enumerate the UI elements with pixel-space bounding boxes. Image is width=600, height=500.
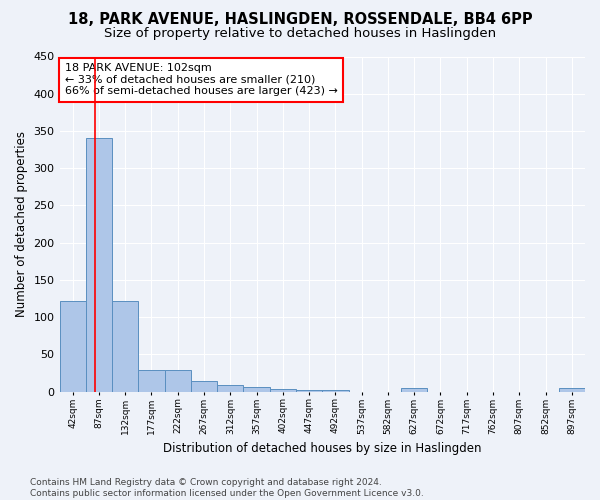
Text: Contains HM Land Registry data © Crown copyright and database right 2024.
Contai: Contains HM Land Registry data © Crown c…: [30, 478, 424, 498]
Bar: [296, 390, 322, 392]
Bar: [217, 385, 244, 392]
Bar: [559, 388, 585, 392]
Bar: [112, 301, 139, 392]
Y-axis label: Number of detached properties: Number of detached properties: [15, 131, 28, 317]
Bar: [191, 380, 217, 392]
Bar: [86, 138, 112, 392]
Bar: [59, 301, 86, 392]
Bar: [322, 390, 349, 392]
Text: 18, PARK AVENUE, HASLINGDEN, ROSSENDALE, BB4 6PP: 18, PARK AVENUE, HASLINGDEN, ROSSENDALE,…: [68, 12, 532, 28]
X-axis label: Distribution of detached houses by size in Haslingden: Distribution of detached houses by size …: [163, 442, 482, 455]
Bar: [401, 388, 427, 392]
Bar: [244, 388, 270, 392]
Bar: [270, 389, 296, 392]
Text: 18 PARK AVENUE: 102sqm
← 33% of detached houses are smaller (210)
66% of semi-de: 18 PARK AVENUE: 102sqm ← 33% of detached…: [65, 63, 338, 96]
Text: Size of property relative to detached houses in Haslingden: Size of property relative to detached ho…: [104, 28, 496, 40]
Bar: [164, 370, 191, 392]
Bar: [139, 370, 164, 392]
